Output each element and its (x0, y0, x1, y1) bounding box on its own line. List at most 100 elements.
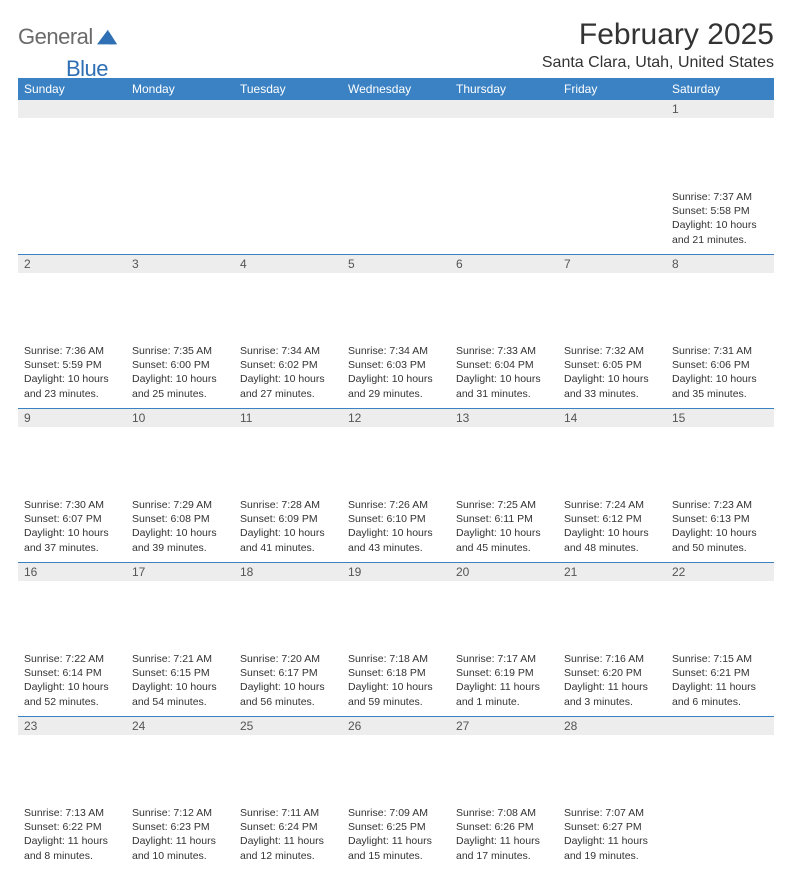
day-cell-header: 13 (450, 408, 558, 496)
day-cell-body: Sunrise: 7:08 AMSunset: 6:26 PMDaylight:… (450, 804, 558, 870)
day-cell-header: 25 (234, 716, 342, 804)
day-details: Sunrise: 7:30 AMSunset: 6:07 PMDaylight:… (24, 496, 120, 555)
empty-day-body (126, 188, 234, 254)
day-cell-header: 20 (450, 562, 558, 650)
day-details: Sunrise: 7:22 AMSunset: 6:14 PMDaylight:… (24, 650, 120, 709)
day-number: 1 (666, 100, 774, 118)
daylight-text: Daylight: 11 hours and 19 minutes. (564, 834, 660, 862)
day-cell-body: Sunrise: 7:13 AMSunset: 6:22 PMDaylight:… (18, 804, 126, 870)
sunrise-text: Sunrise: 7:09 AM (348, 806, 444, 820)
sunset-text: Sunset: 6:03 PM (348, 358, 444, 372)
day-details: Sunrise: 7:11 AMSunset: 6:24 PMDaylight:… (240, 804, 336, 863)
title-block: February 2025 Santa Clara, Utah, United … (542, 18, 774, 72)
daylight-text: Daylight: 10 hours and 25 minutes. (132, 372, 228, 400)
sunset-text: Sunset: 6:26 PM (456, 820, 552, 834)
day-details: Sunrise: 7:16 AMSunset: 6:20 PMDaylight:… (564, 650, 660, 709)
sunrise-text: Sunrise: 7:25 AM (456, 498, 552, 512)
day-cell-header: 19 (342, 562, 450, 650)
sunset-text: Sunset: 6:02 PM (240, 358, 336, 372)
empty-day-header (342, 100, 450, 188)
day-cell-body: Sunrise: 7:28 AMSunset: 6:09 PMDaylight:… (234, 496, 342, 562)
day-number: 21 (558, 563, 666, 581)
daylight-text: Daylight: 10 hours and 56 minutes. (240, 680, 336, 708)
day-cell-header: 28 (558, 716, 666, 804)
week-number-row: 232425262728 (18, 716, 774, 804)
sunrise-text: Sunrise: 7:26 AM (348, 498, 444, 512)
daylight-text: Daylight: 10 hours and 29 minutes. (348, 372, 444, 400)
sunset-text: Sunset: 6:07 PM (24, 512, 120, 526)
day-number: 18 (234, 563, 342, 581)
day-cell-body: Sunrise: 7:33 AMSunset: 6:04 PMDaylight:… (450, 342, 558, 408)
sunrise-text: Sunrise: 7:07 AM (564, 806, 660, 820)
sunset-text: Sunset: 6:13 PM (672, 512, 768, 526)
sunrise-text: Sunrise: 7:21 AM (132, 652, 228, 666)
day-number: 28 (558, 717, 666, 735)
day-number: 5 (342, 255, 450, 273)
sunset-text: Sunset: 6:10 PM (348, 512, 444, 526)
day-cell-header: 15 (666, 408, 774, 496)
day-details: Sunrise: 7:09 AMSunset: 6:25 PMDaylight:… (348, 804, 444, 863)
daylight-text: Daylight: 11 hours and 15 minutes. (348, 834, 444, 862)
day-details: Sunrise: 7:12 AMSunset: 6:23 PMDaylight:… (132, 804, 228, 863)
day-cell-body: Sunrise: 7:30 AMSunset: 6:07 PMDaylight:… (18, 496, 126, 562)
day-cell-header: 23 (18, 716, 126, 804)
day-number-empty (666, 717, 774, 735)
day-cell-header: 16 (18, 562, 126, 650)
week-number-row: 2345678 (18, 254, 774, 342)
empty-day-header (126, 100, 234, 188)
day-cell-body: Sunrise: 7:34 AMSunset: 6:02 PMDaylight:… (234, 342, 342, 408)
daylight-text: Daylight: 10 hours and 59 minutes. (348, 680, 444, 708)
day-number: 4 (234, 255, 342, 273)
day-details: Sunrise: 7:13 AMSunset: 6:22 PMDaylight:… (24, 804, 120, 863)
sunset-text: Sunset: 6:11 PM (456, 512, 552, 526)
sunrise-text: Sunrise: 7:11 AM (240, 806, 336, 820)
day-details: Sunrise: 7:37 AMSunset: 5:58 PMDaylight:… (672, 188, 768, 247)
day-cell-body: Sunrise: 7:07 AMSunset: 6:27 PMDaylight:… (558, 804, 666, 870)
day-cell-body: Sunrise: 7:12 AMSunset: 6:23 PMDaylight:… (126, 804, 234, 870)
day-details: Sunrise: 7:36 AMSunset: 5:59 PMDaylight:… (24, 342, 120, 401)
day-cell-body: Sunrise: 7:21 AMSunset: 6:15 PMDaylight:… (126, 650, 234, 716)
sunrise-text: Sunrise: 7:16 AM (564, 652, 660, 666)
brand-logo: General (18, 18, 65, 50)
day-number: 6 (450, 255, 558, 273)
day-cell-header: 10 (126, 408, 234, 496)
day-cell-body: Sunrise: 7:24 AMSunset: 6:12 PMDaylight:… (558, 496, 666, 562)
day-details: Sunrise: 7:25 AMSunset: 6:11 PMDaylight:… (456, 496, 552, 555)
sunrise-text: Sunrise: 7:15 AM (672, 652, 768, 666)
day-cell-body: Sunrise: 7:25 AMSunset: 6:11 PMDaylight:… (450, 496, 558, 562)
sunset-text: Sunset: 6:08 PM (132, 512, 228, 526)
day-cell-header: 2 (18, 254, 126, 342)
sunset-text: Sunset: 6:05 PM (564, 358, 660, 372)
sunset-text: Sunset: 6:19 PM (456, 666, 552, 680)
empty-day-body (342, 188, 450, 254)
sunset-text: Sunset: 5:59 PM (24, 358, 120, 372)
day-number-empty (450, 100, 558, 118)
daylight-text: Daylight: 10 hours and 39 minutes. (132, 526, 228, 554)
sunset-text: Sunset: 6:17 PM (240, 666, 336, 680)
empty-day-header (450, 100, 558, 188)
week-data-row: Sunrise: 7:13 AMSunset: 6:22 PMDaylight:… (18, 804, 774, 870)
weekday-wednesday: Wednesday (342, 78, 450, 100)
day-number-empty (18, 100, 126, 118)
day-cell-body: Sunrise: 7:23 AMSunset: 6:13 PMDaylight:… (666, 496, 774, 562)
day-number-empty (558, 100, 666, 118)
sunrise-text: Sunrise: 7:35 AM (132, 344, 228, 358)
day-details: Sunrise: 7:24 AMSunset: 6:12 PMDaylight:… (564, 496, 660, 555)
day-number-empty (342, 100, 450, 118)
weekday-saturday: Saturday (666, 78, 774, 100)
sunset-text: Sunset: 6:15 PM (132, 666, 228, 680)
day-number: 20 (450, 563, 558, 581)
day-details: Sunrise: 7:15 AMSunset: 6:21 PMDaylight:… (672, 650, 768, 709)
sunrise-text: Sunrise: 7:08 AM (456, 806, 552, 820)
sunrise-text: Sunrise: 7:23 AM (672, 498, 768, 512)
day-cell-header: 9 (18, 408, 126, 496)
page-header: General February 2025 Santa Clara, Utah,… (18, 18, 774, 72)
day-number: 27 (450, 717, 558, 735)
daylight-text: Daylight: 10 hours and 45 minutes. (456, 526, 552, 554)
month-title: February 2025 (542, 18, 774, 52)
day-cell-header: 8 (666, 254, 774, 342)
day-number: 10 (126, 409, 234, 427)
day-cell-header: 6 (450, 254, 558, 342)
sunset-text: Sunset: 6:04 PM (456, 358, 552, 372)
sunrise-text: Sunrise: 7:29 AM (132, 498, 228, 512)
